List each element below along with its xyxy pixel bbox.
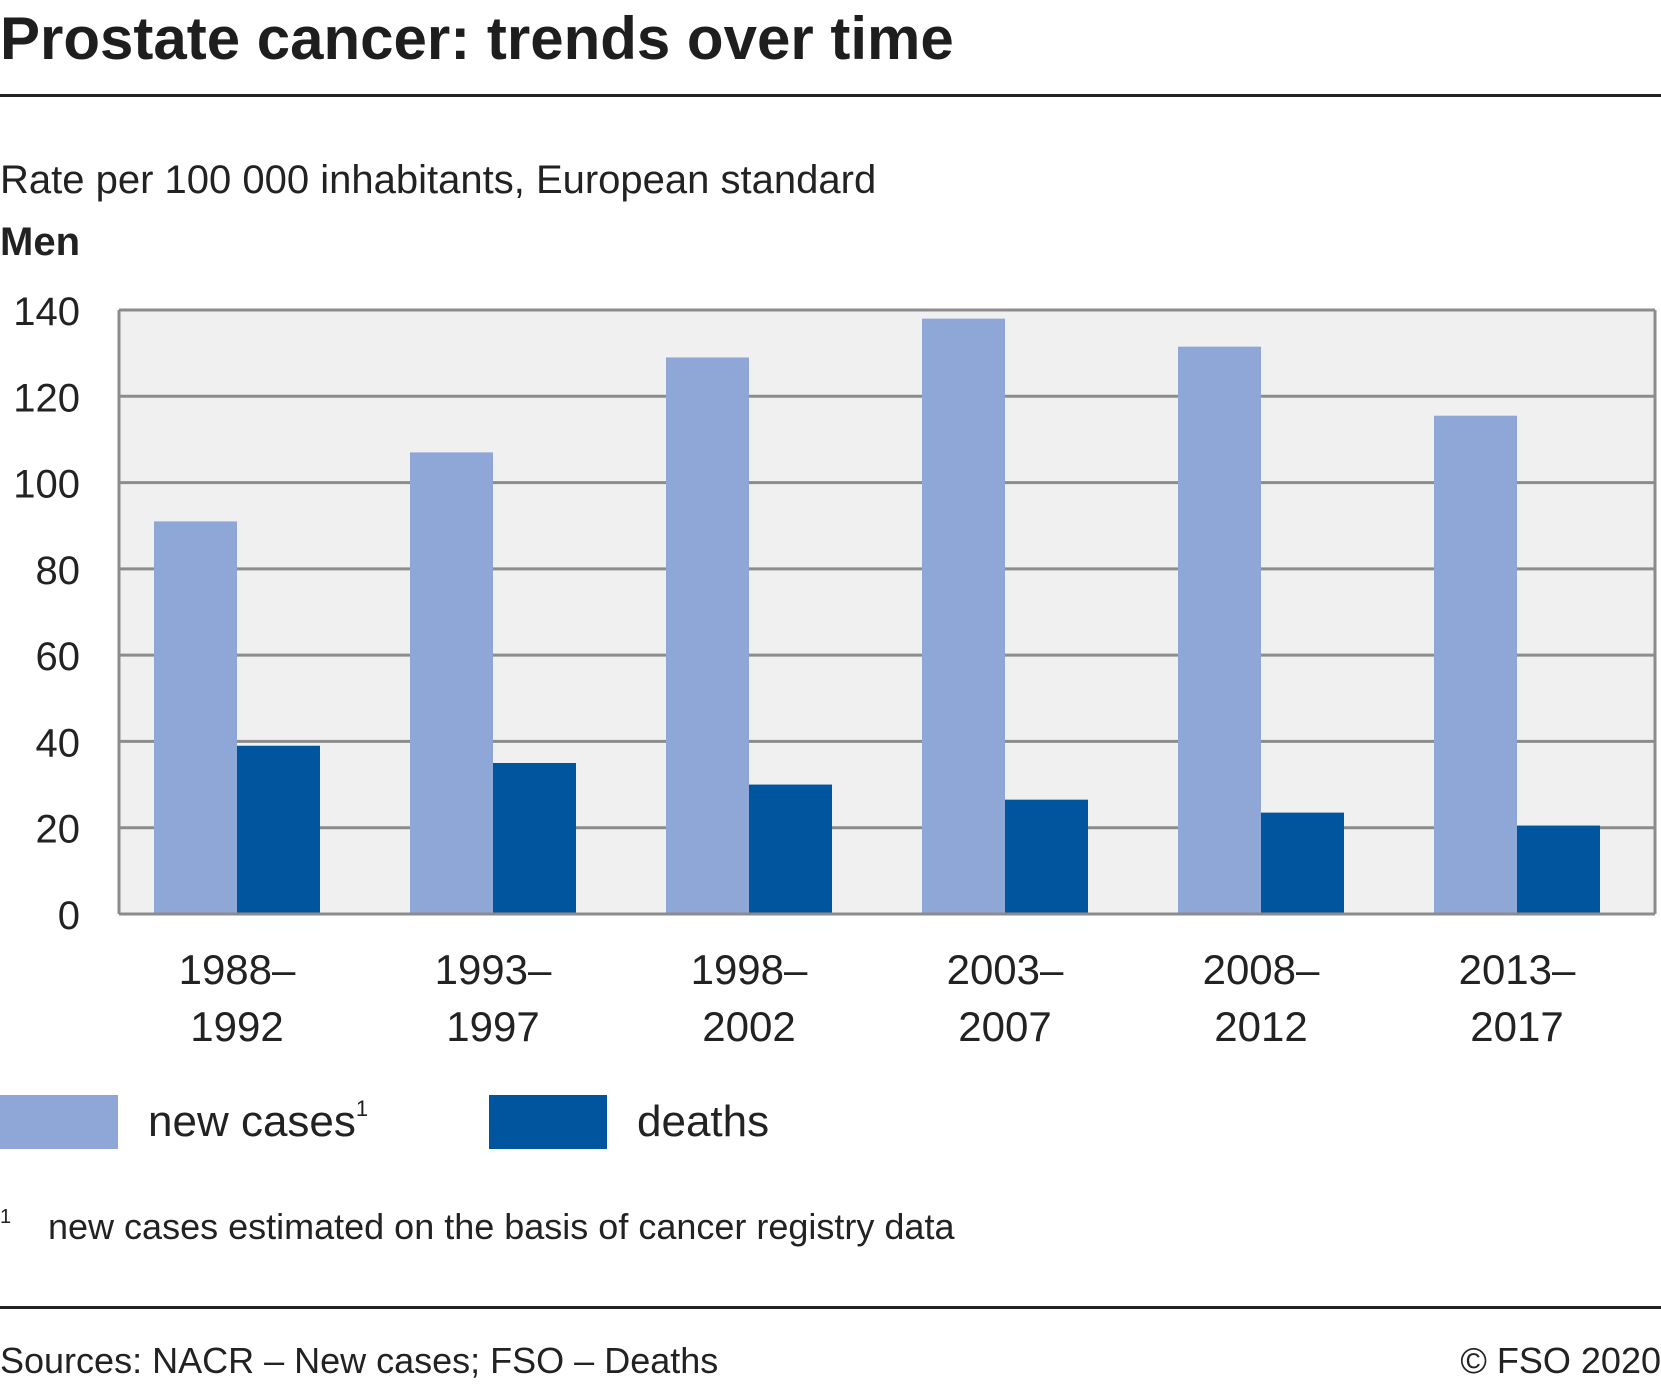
group-label: Men bbox=[0, 220, 80, 264]
bar-deaths-3 bbox=[1005, 799, 1088, 914]
x-tick-label-3-1: 2007 bbox=[958, 1003, 1051, 1050]
x-tick-label-3-0: 2003– bbox=[947, 946, 1064, 993]
legend-item-new-cases: new cases1 bbox=[0, 1095, 368, 1149]
bar-deaths-5 bbox=[1517, 825, 1600, 914]
legend-swatch-new-cases bbox=[0, 1095, 118, 1149]
x-tick-label-1-1: 1997 bbox=[446, 1003, 539, 1050]
bar-new-cases-3 bbox=[922, 318, 1005, 915]
bar-new-cases-0 bbox=[154, 521, 237, 914]
x-tick-label-5-1: 2017 bbox=[1470, 1003, 1563, 1050]
footnote-text: new cases estimated on the basis of canc… bbox=[48, 1206, 955, 1247]
y-tick-label-140: 140 bbox=[13, 290, 80, 334]
x-tick-label-5-0: 2013– bbox=[1459, 946, 1576, 993]
bar-deaths-4 bbox=[1261, 812, 1344, 914]
footer-divider bbox=[0, 1306, 1661, 1309]
bar-deaths-2 bbox=[749, 784, 832, 914]
y-tick-label-100: 100 bbox=[13, 463, 80, 507]
legend-label-deaths: deaths bbox=[637, 1097, 770, 1146]
bar-new-cases-4 bbox=[1178, 346, 1261, 915]
title-divider bbox=[0, 94, 1661, 97]
source-note: Sources: NACR – New cases; FSO – Deaths bbox=[0, 1340, 719, 1381]
footnote-mark: 1 bbox=[0, 1206, 12, 1228]
bar-new-cases-2 bbox=[666, 357, 749, 914]
y-tick-label-120: 120 bbox=[13, 376, 80, 420]
chart-subtitle: Rate per 100 000 inhabitants, European s… bbox=[0, 158, 877, 202]
chart-title: Prostate cancer: trends over time bbox=[0, 5, 954, 72]
legend-label-new-cases: new cases1 bbox=[148, 1096, 369, 1147]
copyright-note: © FSO 2020 bbox=[1460, 1340, 1661, 1381]
x-tick-label-4-0: 2008– bbox=[1203, 946, 1320, 993]
bar-chart: 0 20 40 60 80 100 120 140 1988– 1992 1993– 1997 1998… bbox=[13, 290, 1657, 1050]
x-tick-label-2-0: 1998– bbox=[691, 946, 808, 993]
bar-new-cases-1 bbox=[410, 452, 493, 914]
y-tick-label-80: 80 bbox=[36, 549, 81, 593]
legend-sup-new-cases: 1 bbox=[355, 1096, 369, 1122]
legend-swatch-deaths bbox=[489, 1095, 607, 1149]
legend-text-new-cases: new cases bbox=[148, 1097, 356, 1146]
x-tick-label-0-0: 1988– bbox=[179, 946, 296, 993]
y-tick-label-0: 0 bbox=[58, 894, 80, 938]
legend-item-deaths: deaths bbox=[489, 1095, 769, 1149]
plot-background bbox=[119, 310, 1655, 914]
footnote: 1 new cases estimated on the basis of can… bbox=[0, 1206, 954, 1248]
x-tick-label-0-1: 1992 bbox=[190, 1003, 283, 1050]
bar-deaths-1 bbox=[493, 763, 576, 914]
y-tick-label-20: 20 bbox=[36, 808, 81, 852]
x-tick-label-4-1: 2012 bbox=[1214, 1003, 1307, 1050]
y-tick-label-40: 40 bbox=[36, 721, 81, 765]
x-tick-label-1-0: 1993– bbox=[435, 946, 552, 993]
bar-deaths-0 bbox=[237, 745, 320, 914]
y-tick-label-60: 60 bbox=[36, 635, 81, 679]
x-tick-label-2-1: 2002 bbox=[702, 1003, 795, 1050]
bar-new-cases-5 bbox=[1434, 415, 1517, 914]
